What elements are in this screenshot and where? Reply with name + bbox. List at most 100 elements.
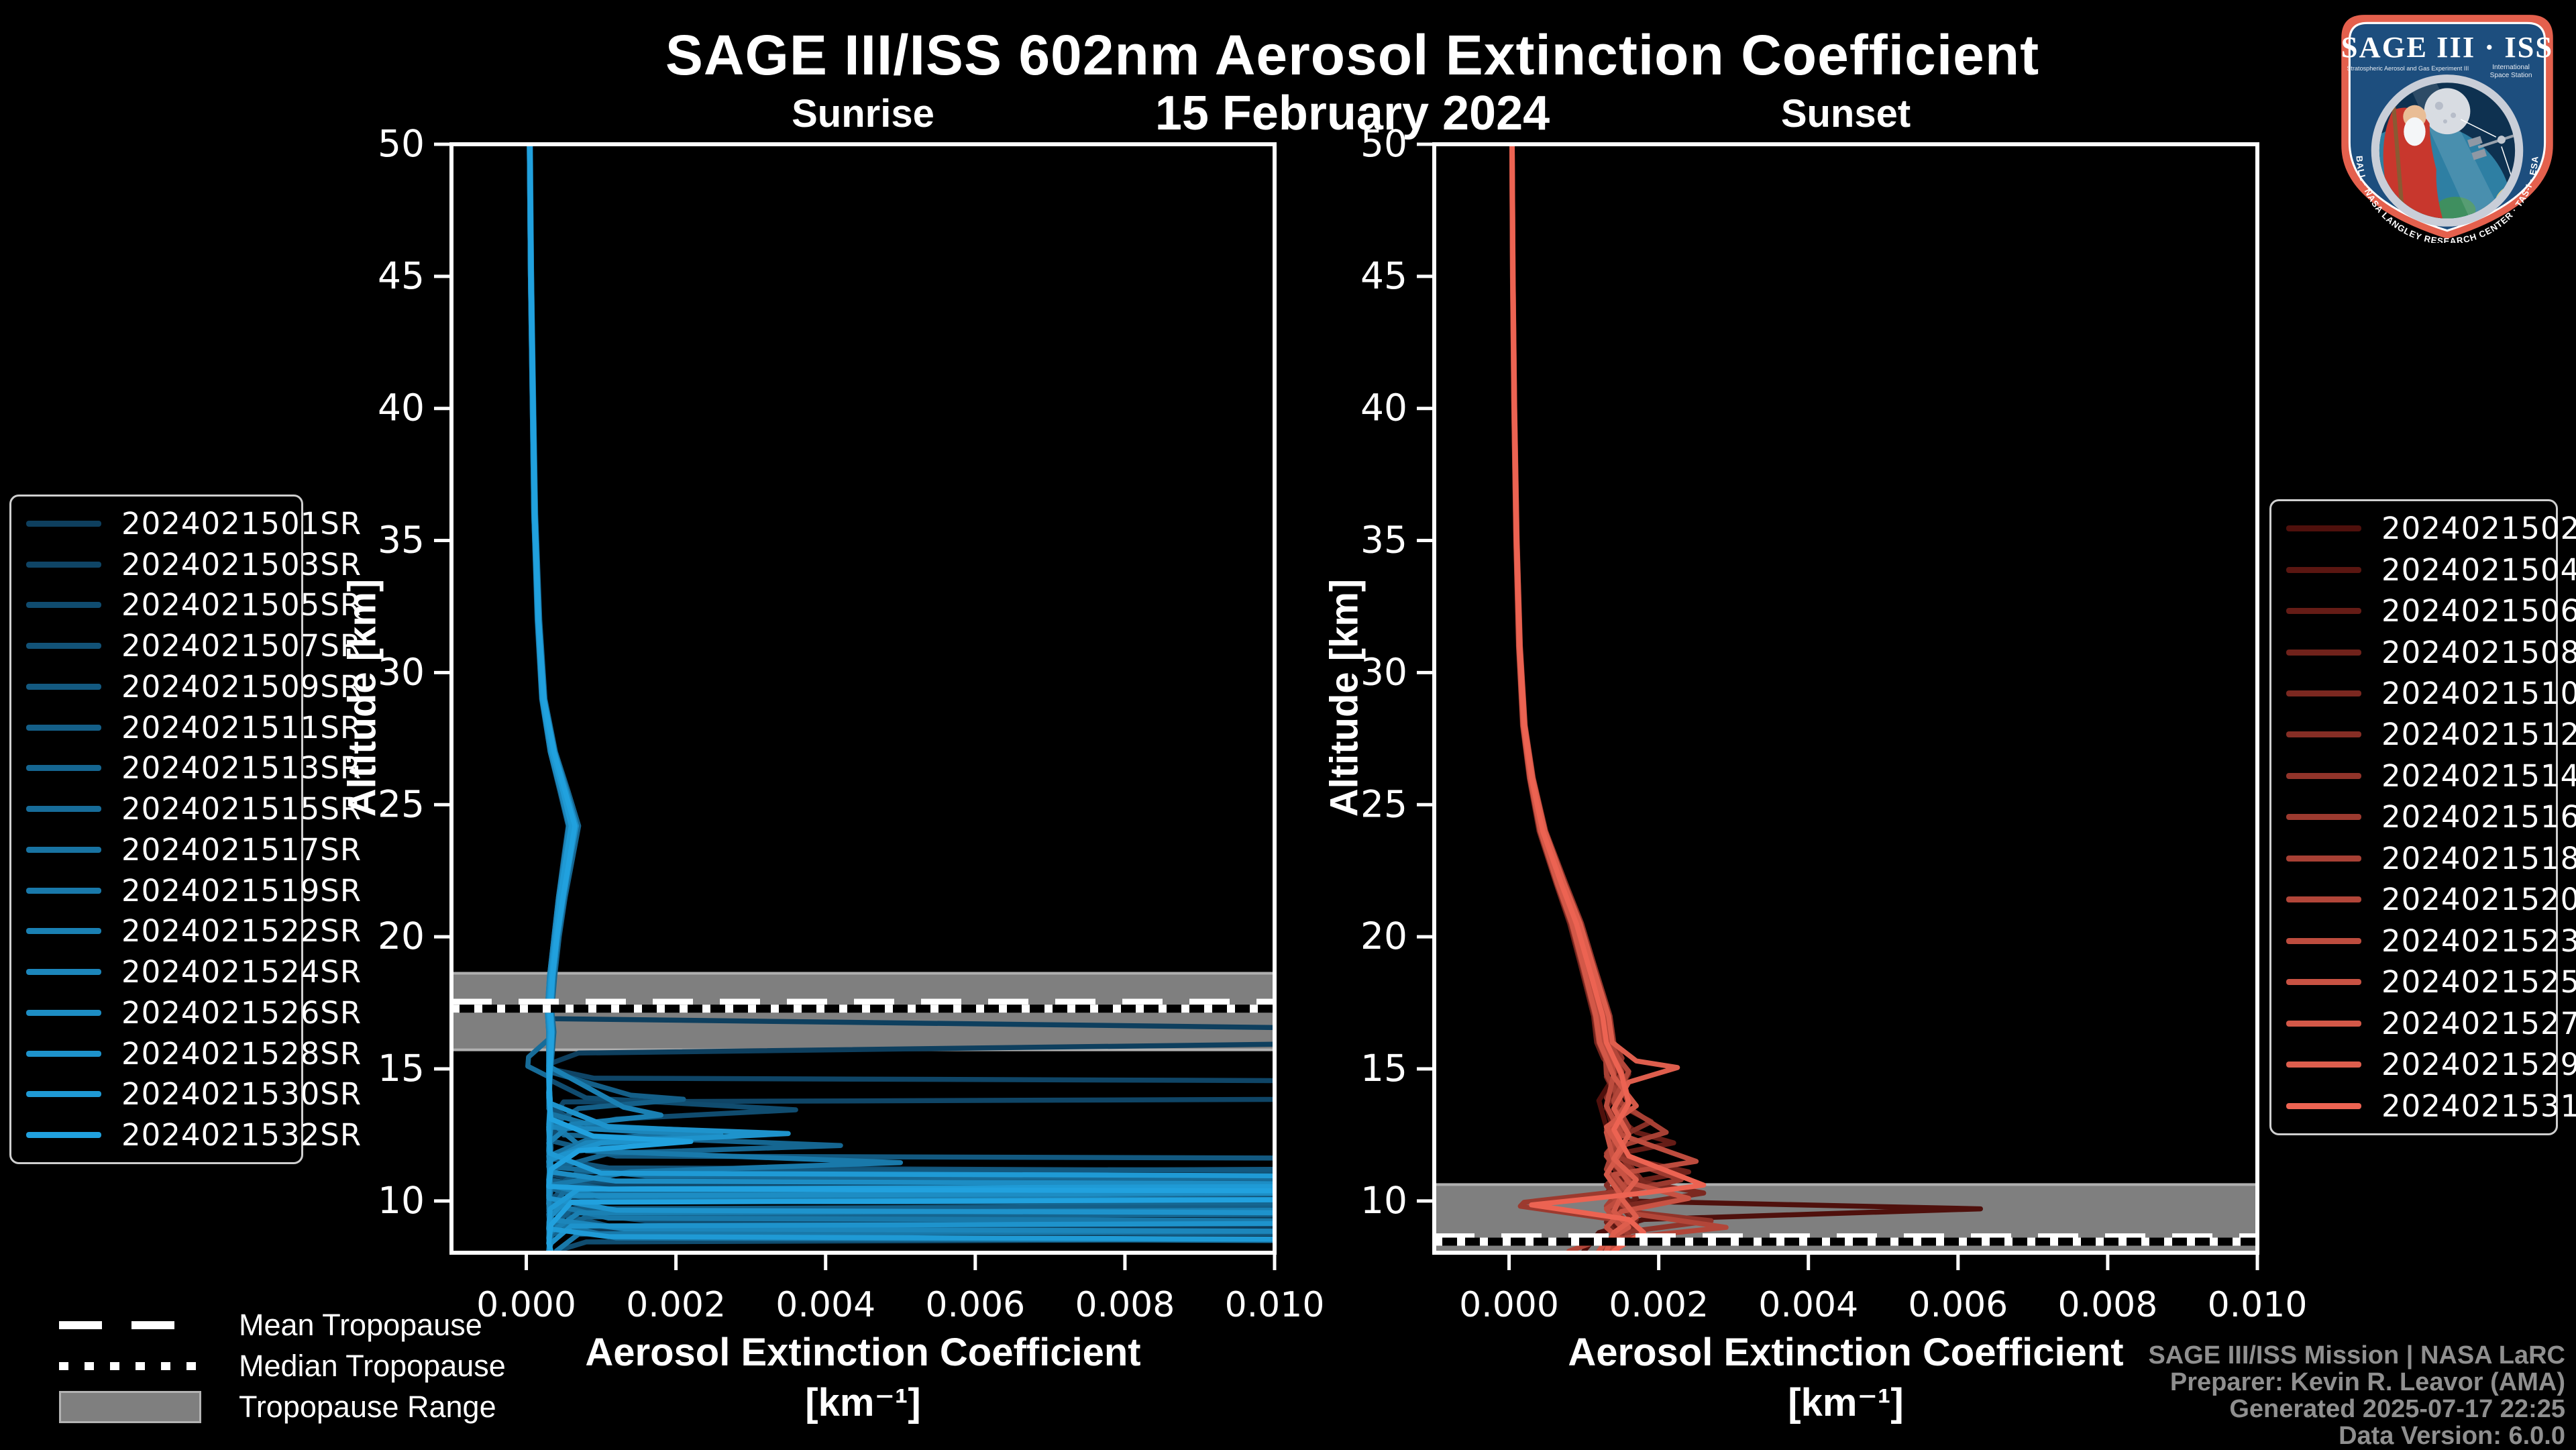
legend-item-label: 2024021528SR [121,1035,362,1072]
mean-tropopause-legend-item: Mean Tropopause [59,1306,482,1345]
legend-item-label: 2024021515SR [121,791,362,827]
legend-line-swatch [2286,1020,2361,1027]
x-tick-label: 0.002 [1609,1285,1709,1325]
legend-line-swatch [2286,896,2361,903]
x-axis-label-right: Aerosol Extinction Coefficient [1568,1331,2124,1374]
legend-line-swatch [2286,525,2361,532]
sunrise-legend: 2024021501SR 2024021503SR 2024021505SR 2024… [9,495,361,1164]
legend-line-swatch [26,887,101,894]
profile-line-2024021531SS [1509,144,1707,1253]
legend-item-2024021530SR: 2024021530SR [11,1074,361,1115]
legend-line-swatch [26,1091,101,1098]
moon-icon [2424,88,2471,135]
legend-item-label: 2024021514SS [2381,758,2576,794]
footer-preparer: Preparer: Kevin R. Leavor (AMA) [2169,1368,2565,1396]
x-tick-label: 0.008 [2057,1285,2157,1325]
legend-line-swatch [2286,1061,2361,1068]
legend-item-label: 2024021527SS [2381,1005,2576,1041]
legend-line-swatch [2286,772,2361,779]
footer-mission: SAGE III/ISS Mission | NASA LaRC [2148,1341,2565,1369]
profile-line-2024021525SS [1509,144,1692,1253]
profile-line-2024021527SS [1509,144,1639,1253]
profile-line-2024021526SR [527,144,1275,1253]
legend-line-swatch [2286,608,2361,615]
profile-line-2024021511SR [527,144,1275,1253]
profile-line-2024021502SS [1509,144,1984,1253]
legend-item-label: 2024021522SR [121,913,362,949]
legend-item-label: 2024021504SS [2381,552,2576,588]
legend-line-swatch [2286,1102,2361,1109]
profile-line-2024021519SR [527,144,1275,1253]
profile-line-2024021512SS [1509,144,1654,1253]
y-tick-label: 40 [1360,386,1407,429]
tropopause-range-label: Tropopause Range [239,1390,496,1424]
legend-item-label: 2024021526SR [121,994,362,1031]
legend-line-swatch [2286,855,2361,862]
profile-line-2024021513SR [527,144,1275,1253]
x-tick-label: 0.010 [1225,1285,1325,1325]
logo-subtitle-space-station: Space Station [2490,72,2532,79]
legend-item-2024021508SS: 2024021508SS [2271,632,2576,672]
profile-line-2024021501SR [527,144,1275,1253]
x-tick-label: 0.004 [1758,1285,1858,1325]
x-tick-label: 0.006 [1908,1285,2008,1325]
mean-tropopause-label: Mean Tropopause [239,1308,482,1342]
sunset-panel: 0.000 0.002 0.004 0.006 0.008 0.010 50 45 40 35 30… [1360,122,2307,1325]
legend-item-2024021522SR: 2024021522SR [11,911,361,951]
legend-item-2024021502SS: 2024021502SS [2271,509,2576,549]
legend-item-2024021532SR: 2024021532SR [11,1115,361,1155]
y-tick-label: 30 [378,650,425,693]
legend-line-swatch [26,1050,101,1057]
profile-line-2024021523SS [1509,144,1699,1253]
legend-item-2024021513SR: 2024021513SR [11,748,361,788]
legend-item-2024021517SR: 2024021517SR [11,829,361,870]
profile-line-2024021522SR [527,144,1275,1253]
figure-beard [2404,117,2426,146]
y-tick-label: 25 [378,782,425,825]
legend-item-2024021503SR: 2024021503SR [11,544,361,584]
profile-line-2024021508SS [1509,144,1692,1253]
y-tick-label: 10 [1360,1179,1407,1222]
y-tick-label: 20 [378,915,425,957]
iss-icon [2467,131,2516,160]
y-tick-label: 40 [378,386,425,429]
mean-tropopause-dash-icon [59,1321,201,1329]
legend-item-2024021501SR: 2024021501SR [11,503,361,543]
legend-item-2024021515SR: 2024021515SR [11,789,361,829]
legend-line-swatch [26,928,101,935]
legend-item-label: 2024021524SR [121,954,362,990]
x-tick-label: 0.008 [1075,1285,1175,1325]
median-tropopause-dot-icon [59,1362,201,1370]
legend-item-2024021506SS: 2024021506SS [2271,591,2576,631]
y-tick-label: 10 [378,1179,425,1222]
legend-item-label: 2024021523SS [2381,923,2576,959]
profile-line-2024021505SR [527,144,1275,1253]
legend-item-2024021511SR: 2024021511SR [11,707,361,747]
profiles-group [1509,144,1984,1253]
tropopause-range-swatch [59,1391,201,1423]
legend-item-label: 2024021519SR [121,872,362,909]
legend-line-swatch [26,846,101,853]
y-tick-label: 15 [378,1047,425,1090]
legend-item-label: 2024021517SR [121,831,362,868]
profile-line-2024021507SR [527,144,1275,1253]
logo-subtitle-international: International [2492,64,2530,71]
legend-item-label: 2024021503SR [121,546,362,582]
legend-line-swatch [26,765,101,772]
moon-crater [2451,112,2457,118]
legend-line-swatch [2286,731,2361,738]
tropopause-range-legend-item: Tropopause Range [59,1388,496,1427]
sunset-subtitle: Sunset [1780,92,1911,136]
legend-item-label: 2024021501SR [121,505,362,541]
legend-item-label: 2024021511SR [121,709,362,745]
moon-crater [2434,101,2443,110]
x-tick-label: 0.002 [626,1285,726,1325]
y-tick-label: 30 [1360,650,1407,693]
sightline [2460,119,2497,138]
y-tick-label: 20 [1360,915,1407,957]
sunrise-panel: 0.000 0.002 0.004 0.006 0.008 0.010 50 45 40 35 30… [378,122,1324,1325]
legend-item-2024021528SR: 2024021528SR [11,1033,361,1074]
legend-item-label: 2024021507SR [121,628,362,664]
sunset-legend: 2024021502SS 2024021504SS 2024021506SS 2024… [2269,499,2576,1135]
